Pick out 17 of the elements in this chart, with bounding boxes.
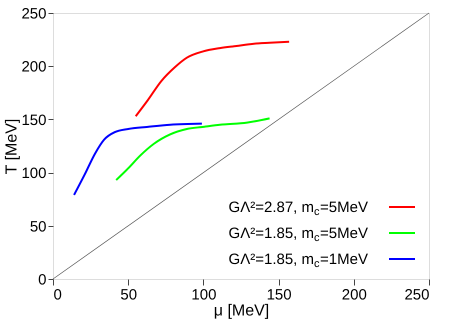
y-tick-label: 100: [21, 165, 46, 182]
y-tick-label: 150: [21, 112, 46, 129]
y-tick-label: 250: [21, 6, 46, 22]
y-tick-label: 50: [30, 218, 46, 236]
x-tick-label: 150: [266, 286, 292, 304]
line-series: [115, 117, 271, 182]
x-tick-label: 250: [404, 286, 430, 304]
x-tick-label: 50: [120, 286, 138, 304]
line-series: [73, 122, 203, 196]
y-axis-title: T [MeV]: [3, 118, 20, 174]
x-tick-label: 200: [342, 286, 367, 304]
x-tick-label: 0: [54, 286, 62, 304]
y-tick-label: 200: [21, 58, 46, 76]
line-series: [134, 40, 290, 118]
y-tick-label: 0: [38, 272, 46, 288]
x-axis-title: μ [MeV]: [214, 302, 270, 320]
x-tick-label: 100: [191, 286, 216, 304]
